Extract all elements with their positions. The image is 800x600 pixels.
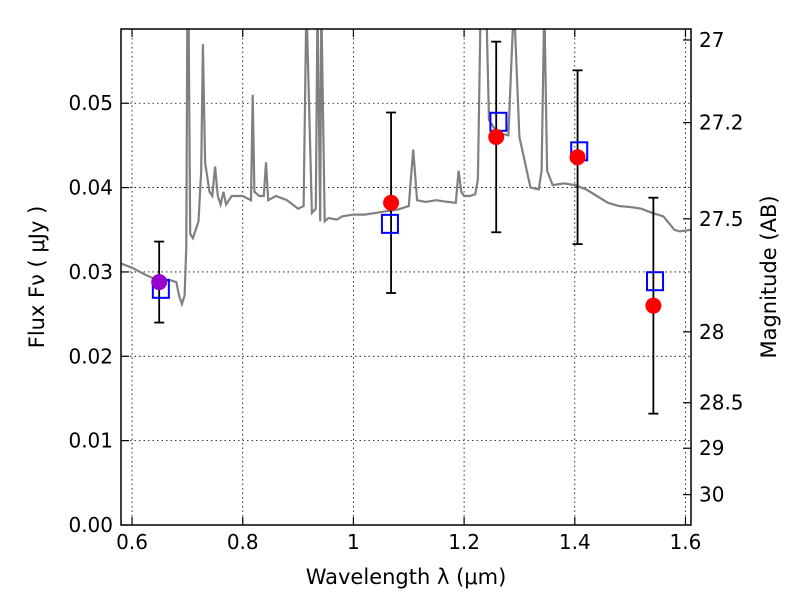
x-tick-label: 1 (347, 530, 360, 554)
x-axis-label: Wavelength λ (μm) (306, 565, 507, 589)
mag-tick-label: 27.5 (699, 207, 744, 231)
x-tick-label: 1.4 (559, 530, 591, 554)
mag-tick-label: 28.5 (699, 391, 744, 415)
x-tick-label: 1.2 (448, 530, 480, 554)
mag-tick-label: 27.2 (699, 111, 744, 135)
y-tick-label: 0.04 (68, 176, 113, 200)
y-tick-label: 0.05 (68, 91, 113, 115)
mag-tick-label: 28 (699, 320, 724, 344)
y-tick-label: 0.00 (68, 513, 113, 537)
mag-tick-label: 27 (699, 28, 724, 52)
x-tick-label: 0.8 (227, 530, 259, 554)
plot-frame (120, 28, 692, 526)
observed-flux-point (383, 194, 400, 211)
observed-flux-point (645, 297, 662, 314)
model-photometry-square (489, 111, 508, 132)
model-photometry-square (646, 271, 665, 292)
y-axis-right-label: Magnitude (AB) (757, 195, 781, 358)
observed-flux-point (151, 274, 168, 291)
y-tick-label: 0.03 (68, 260, 113, 284)
observed-flux-point (569, 149, 586, 166)
observed-points (151, 128, 662, 314)
model-photometry-square (380, 213, 399, 234)
observed-flux-point (488, 128, 505, 145)
y-tick-label: 0.01 (68, 429, 113, 453)
mag-tick-label: 29 (699, 436, 724, 460)
axis-ticks: 0.6 0.8 1 1.2 1.4 1.6 0.00 0.01 0.02 0.03 0.04 0.05… (68, 28, 743, 554)
model-spectrum-line (121, 29, 691, 308)
x-tick-label: 1.6 (670, 530, 702, 554)
y-tick-label: 0.02 (68, 344, 113, 368)
mag-tick-label: 30 (699, 483, 724, 507)
grid (121, 29, 691, 525)
x-tick-label: 0.6 (116, 530, 148, 554)
error-bars (154, 40, 659, 415)
y-axis-label: Flux Fν ( μJy ) (25, 206, 49, 349)
plot-area (121, 29, 691, 415)
